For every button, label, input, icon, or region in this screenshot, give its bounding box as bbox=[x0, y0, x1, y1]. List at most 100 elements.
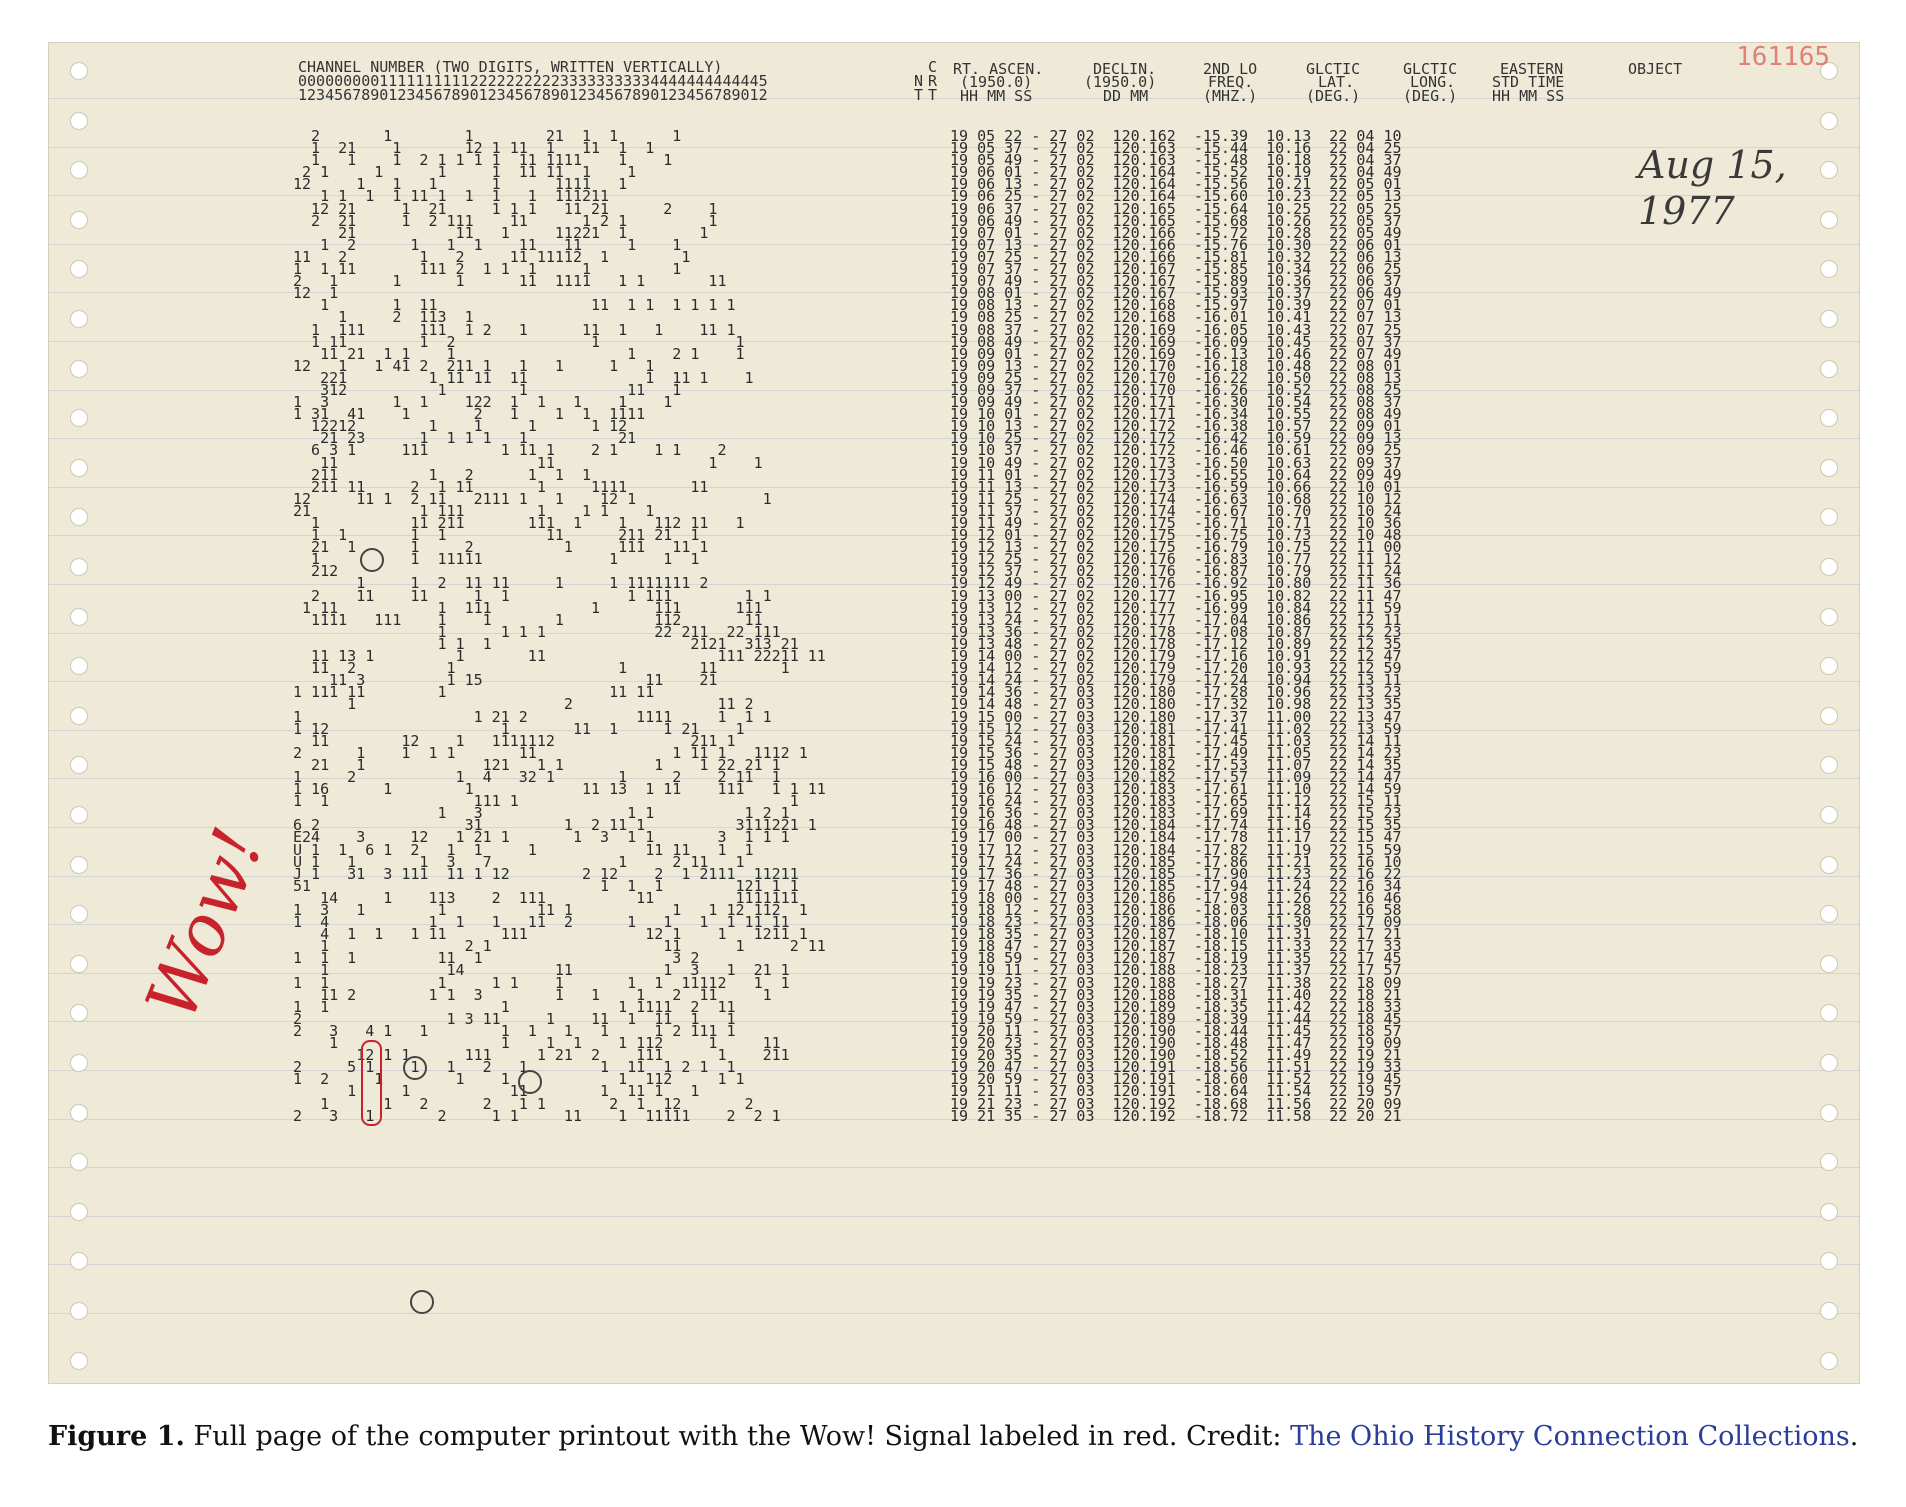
channel-row: 2 11 11 1 1 1 111 1 1 bbox=[293, 586, 772, 605]
channel-row: 21 11 1 11221 1 1 bbox=[293, 223, 709, 242]
channel-row: 1 3 1 1 11 1 1 1 12 112 1 bbox=[293, 901, 808, 919]
feed-hole bbox=[1820, 558, 1838, 576]
table-row: 19 08 37 - 27 02 120.169 -16.05 10.43 22… bbox=[950, 320, 1402, 339]
feed-hole bbox=[70, 1054, 88, 1072]
feed-hole bbox=[1820, 657, 1838, 676]
feed-hole bbox=[70, 1103, 88, 1122]
channel-row: 21 1 121 1 1 1 1 22 21 1 bbox=[293, 755, 781, 774]
feed-hole bbox=[70, 310, 88, 328]
feed-hole bbox=[70, 558, 88, 576]
channel-row: 312 1 1 11 1 bbox=[293, 380, 682, 399]
table-row: 19 13 00 - 27 02 120.177 -16.95 10.82 22… bbox=[950, 586, 1402, 605]
channel-row: 1 1 1 1 1111 2 11 bbox=[293, 997, 736, 1016]
rt-ascen-epoch: (1950.0) bbox=[960, 73, 1033, 91]
channel-row: 1 2 1 1 1 1 112 1 1 bbox=[293, 1070, 745, 1089]
table-row: 19 09 01 - 27 02 120.169 -16.13 10.46 22… bbox=[950, 344, 1402, 363]
table-row: 19 20 59 - 27 03 120.191 -18.60 11.52 22… bbox=[950, 1070, 1402, 1089]
coordinate-table: 19 05 22 - 27 02 120.162 -15.39 10.13 22… bbox=[950, 128, 1402, 1123]
channel-row: 11 13 1 1 11 111 22211 11 bbox=[293, 647, 826, 666]
table-row: 19 11 25 - 27 02 120.174 -16.63 10.68 22… bbox=[950, 489, 1402, 508]
channel-row: 211 11 2 1 11 1 1111 11 bbox=[293, 477, 709, 496]
table-row: 19 11 01 - 27 02 120.173 -16.55 10.64 22… bbox=[950, 465, 1402, 484]
channel-row: 1 4 1 1 1 11 2 1 1 1 1 11 11 bbox=[293, 913, 790, 932]
channel-row: 11 11 1 1 bbox=[293, 453, 763, 472]
paper-rule bbox=[48, 1215, 1860, 1217]
eastern-units: HH MM SS bbox=[1492, 87, 1565, 105]
channel-row: 1 1 1 2 1 1 1 1 11 1111 1 1 bbox=[293, 151, 673, 170]
declin-header: DECLIN. bbox=[1093, 60, 1157, 78]
channel-row: 1111 111 1 1 1 112 11 bbox=[293, 610, 763, 629]
eastern-header: EASTERN bbox=[1500, 60, 1564, 78]
paper-rule bbox=[48, 1264, 1860, 1266]
channel-tens: 0000000001111111111222222222233333333334… bbox=[298, 72, 768, 90]
paper-rule bbox=[48, 292, 1860, 294]
table-row: 19 06 13 - 27 02 120.164 -15.56 10.21 22… bbox=[950, 175, 1402, 194]
feed-hole bbox=[70, 508, 88, 527]
feed-hole bbox=[1820, 756, 1838, 775]
table-row: 19 14 00 - 27 02 120.179 -17.16 10.91 22… bbox=[950, 647, 1402, 666]
circled-6-mark bbox=[360, 548, 384, 572]
paper-rule bbox=[48, 924, 1860, 926]
table-row: 19 20 47 - 27 03 120.191 -18.56 11.51 22… bbox=[950, 1058, 1402, 1077]
date-annotation: Aug 15, 1977 bbox=[1638, 142, 1787, 234]
paper-rule bbox=[48, 535, 1860, 537]
channel-row: 2 1 1 1 11 1111 1 1 11 bbox=[293, 272, 727, 291]
credit-link[interactable]: The Ohio History Connection Collections bbox=[1290, 1421, 1850, 1452]
paper-rule bbox=[48, 389, 1860, 391]
table-row: 19 07 49 - 27 02 120.167 -15.89 10.36 22… bbox=[950, 272, 1402, 291]
table-row: 19 21 23 - 27 03 120.192 -18.68 11.56 22… bbox=[950, 1094, 1402, 1113]
table-row: 19 19 47 - 27 03 120.189 -18.35 11.42 22… bbox=[950, 997, 1402, 1016]
channel-row: 12212 1 1 1 1 12 bbox=[293, 417, 628, 436]
glat-units: (DEG.) bbox=[1306, 87, 1361, 105]
channel-row: 11 3 1 15 11 21 bbox=[293, 671, 718, 690]
caption-text: Full page of the computer printout with … bbox=[184, 1421, 1291, 1452]
table-row: 19 12 01 - 27 02 120.175 -16.75 10.73 22… bbox=[950, 526, 1402, 545]
paper-rule bbox=[48, 98, 1860, 99]
figure-caption: Figure 1. Full page of the computer prin… bbox=[48, 1418, 1860, 1456]
channel-row: 2 1 1 21 1 1 1 bbox=[293, 127, 682, 145]
feed-hole bbox=[70, 62, 88, 80]
paper-rule bbox=[48, 438, 1860, 440]
table-row: 19 15 36 - 27 03 120.181 -17.49 11.05 22… bbox=[950, 743, 1402, 762]
table-row: 19 09 37 - 27 02 120.170 -16.26 10.52 22… bbox=[950, 380, 1402, 399]
table-row: 19 08 01 - 27 02 120.167 -15.93 10.37 22… bbox=[950, 284, 1402, 303]
channel-row: 1 1 1 1 11 1 1 1 1 111211 bbox=[293, 187, 610, 206]
channel-row: U 1 1 1 3 7 1 2 11 1 bbox=[293, 852, 745, 871]
channel-row: 2 1 3 11 1 11 1 11 1 1 bbox=[293, 1009, 736, 1028]
table-row: 19 10 25 - 27 02 120.172 -16.42 10.59 22… bbox=[950, 429, 1402, 448]
table-row: 19 10 49 - 27 02 120.173 -16.50 10.63 22… bbox=[950, 453, 1402, 472]
channel-row: 12 1 1 1 1 1111 1 bbox=[293, 175, 628, 194]
channel-row: 2 3 1 2 1 1 11 1 11111 2 2 1 bbox=[293, 1106, 781, 1125]
channel-units: 1234567890123456789012345678901234567890… bbox=[298, 86, 768, 104]
table-row: 19 18 35 - 27 03 120.187 -18.10 11.31 22… bbox=[950, 925, 1402, 944]
channel-row: 11 2 1 2 11 11112 1 1 bbox=[293, 247, 691, 266]
table-row: 19 10 01 - 27 02 120.171 -16.34 10.55 22… bbox=[950, 405, 1402, 424]
table-row: 19 12 37 - 27 02 120.176 -16.87 10.79 22… bbox=[950, 562, 1402, 581]
feed-hole bbox=[1820, 111, 1838, 130]
feed-hole bbox=[1820, 1302, 1838, 1320]
glat-header-2: LAT. bbox=[1318, 73, 1355, 91]
table-row: 19 07 13 - 27 02 120.166 -15.76 10.30 22… bbox=[950, 235, 1402, 254]
table-row: 19 18 47 - 27 03 120.187 -18.15 11.33 22… bbox=[950, 937, 1402, 956]
table-row: 19 08 13 - 27 02 120.168 -15.97 10.39 22… bbox=[950, 296, 1402, 315]
crt-top: C bbox=[928, 58, 938, 76]
feed-hole bbox=[70, 1202, 88, 1221]
channel-row: 1 1 11 111 2 1 1 1 1 1 bbox=[293, 260, 682, 279]
glong-header: GLCTIC bbox=[1403, 60, 1458, 78]
crt-bottom: T bbox=[928, 86, 938, 104]
paper-rule bbox=[48, 972, 1860, 974]
channel-row: 2 3 4 1 1 1 1 1 1 1 2 111 1 bbox=[293, 1021, 736, 1040]
feed-hole bbox=[70, 1153, 88, 1172]
channel-row: 1 2 1 4 32 1 1 2 2 11 1 bbox=[293, 767, 781, 786]
channel-row: 4 1 1 1 11 111 12 1 1 1211 1 bbox=[293, 925, 808, 944]
declin-units: DD MM bbox=[1103, 87, 1149, 105]
table-row: 19 19 11 - 27 03 120.188 -18.23 11.37 22… bbox=[950, 961, 1402, 980]
table-row: 19 18 00 - 27 03 120.186 -17.98 11.26 22… bbox=[950, 888, 1402, 907]
channel-row: 221 1 11 11 11 1 11 1 1 bbox=[293, 368, 754, 387]
feed-hole bbox=[1820, 310, 1838, 328]
feed-hole bbox=[1820, 409, 1838, 428]
channel-row: 51 1 1 1 121 1 1 bbox=[293, 876, 799, 895]
feed-hole bbox=[1820, 607, 1838, 626]
freq-units: (MHZ.) bbox=[1203, 87, 1258, 105]
table-row: 19 20 35 - 27 03 120.190 -18.52 11.49 22… bbox=[950, 1046, 1402, 1065]
